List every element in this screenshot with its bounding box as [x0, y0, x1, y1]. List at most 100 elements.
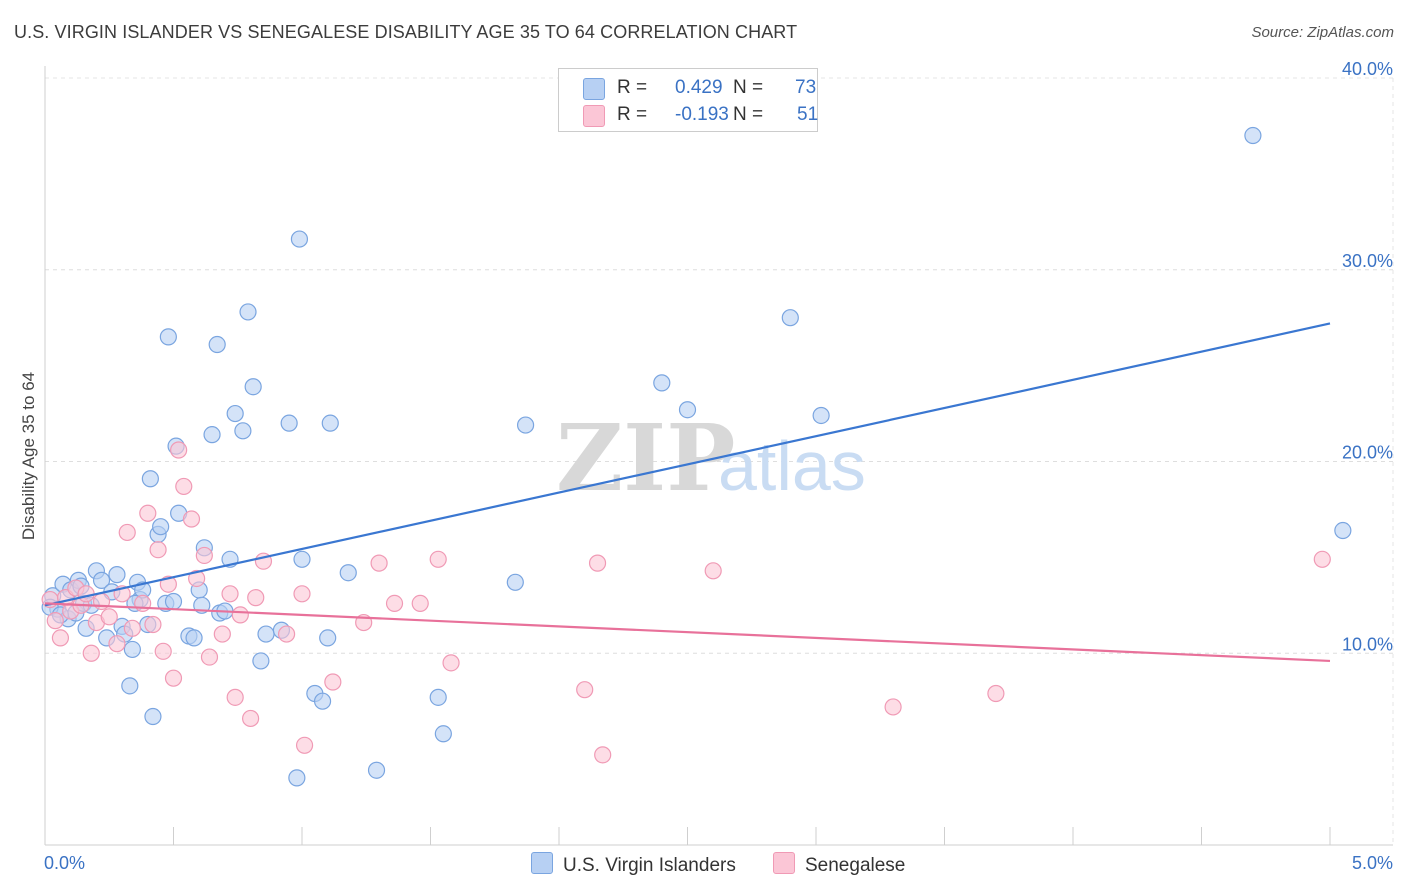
data-point [203, 426, 221, 444]
data-point [234, 422, 252, 440]
data-point [242, 709, 260, 728]
legend-r-label: R = [617, 104, 648, 125]
data-point [339, 564, 357, 582]
legend-r-label: R = [617, 77, 648, 98]
data-point [442, 654, 460, 672]
data-point [295, 736, 314, 754]
x-tick-label: 0.0% [44, 853, 85, 873]
data-point [123, 640, 141, 659]
data-point [100, 608, 118, 626]
bottom-legend-senegalese: Senegalese [773, 852, 905, 877]
tick-labels: 10.0% 20.0% 30.0% 40.0% 0.0% 5.0% [44, 59, 1393, 873]
watermark: ZIP atlas [556, 404, 866, 512]
data-point [411, 594, 429, 612]
data-point [152, 518, 170, 536]
watermark-atlas: atlas [718, 427, 866, 505]
data-point [123, 619, 141, 637]
data-point [812, 406, 830, 425]
data-point [385, 594, 404, 612]
data-point [185, 629, 203, 647]
bottom-legend-swatch-pink [773, 852, 795, 874]
data-point [594, 746, 612, 764]
data-point [139, 504, 157, 522]
data-point [144, 615, 162, 634]
data-point [987, 684, 1005, 703]
data-point [46, 612, 64, 630]
bottom-legend-swatch-blue [531, 852, 553, 874]
data-point [1334, 521, 1352, 540]
data-point [429, 550, 447, 568]
data-point [226, 404, 244, 423]
data-point [159, 328, 177, 346]
data-point [257, 625, 275, 643]
trend-line [44, 322, 1331, 607]
data-point [367, 761, 386, 779]
legend-swatch-blue [583, 78, 605, 100]
data-point [319, 629, 337, 647]
data-point [653, 374, 671, 392]
data-point [1244, 126, 1262, 145]
data-point [121, 677, 139, 695]
data-point [290, 230, 309, 248]
data-point [108, 566, 126, 584]
data-point [141, 470, 159, 488]
data-point [149, 541, 167, 559]
data-point [434, 725, 452, 743]
y-axis-label: Disability Age 35 to 64 [19, 372, 38, 540]
x-tick-label: 5.0% [1352, 853, 1393, 873]
legend-swatch-pink [583, 105, 605, 127]
y-tick-label: 20.0% [1342, 443, 1393, 463]
data-point [195, 546, 213, 565]
bottom-legend-us-virgin-islanders: U.S. Virgin Islanders [531, 852, 736, 877]
chart-title: U.S. VIRGIN ISLANDER VS SENEGALESE DISAB… [14, 22, 798, 42]
legend-n-label: N = [733, 77, 764, 98]
data-point [781, 309, 799, 327]
data-point [280, 414, 298, 432]
data-point [324, 673, 342, 691]
legend-r-value: -0.193 [675, 104, 729, 125]
data-point [293, 550, 311, 568]
data-point [244, 378, 262, 396]
data-point [678, 401, 697, 419]
data-point [1313, 550, 1331, 568]
legend-n-value: 73 [795, 77, 817, 98]
data-point [247, 589, 265, 607]
data-point [221, 585, 239, 603]
source-label: Source: ZipAtlas.com [1251, 24, 1394, 41]
data-point [92, 571, 111, 589]
data-point [164, 669, 183, 687]
bottom-legend-label: U.S. Virgin Islanders [563, 855, 736, 876]
data-point [288, 769, 306, 787]
data-point [321, 414, 339, 432]
trend-lines [44, 322, 1331, 663]
legend-n-label: N = [733, 104, 764, 125]
data-point [252, 652, 270, 670]
data-point [293, 585, 311, 603]
y-tick-label: 40.0% [1342, 59, 1393, 79]
data-point [170, 441, 188, 459]
data-point [182, 510, 201, 528]
data-point [208, 335, 226, 354]
data-point [154, 642, 172, 660]
axes [44, 66, 1393, 846]
data-point [108, 635, 126, 653]
data-point [144, 707, 162, 726]
data-point [576, 681, 594, 699]
data-point [884, 698, 902, 716]
legend-n-value: 51 [797, 104, 819, 125]
watermark-zip: ZIP [556, 404, 735, 512]
data-point [51, 629, 70, 647]
data-point [516, 416, 535, 434]
data-point [313, 692, 332, 710]
data-point [175, 477, 193, 496]
legend-r-value: 0.429 [675, 77, 723, 98]
y-tick-label: 30.0% [1342, 251, 1393, 271]
data-point [188, 569, 206, 588]
data-point [164, 592, 183, 611]
legend: R = 0.429 N = 73 R = -0.193 N = 51 [558, 68, 818, 132]
data-point [704, 562, 722, 580]
series-us-virgin-islanders [41, 126, 1352, 787]
data-point [226, 688, 244, 706]
data-point [118, 523, 136, 542]
